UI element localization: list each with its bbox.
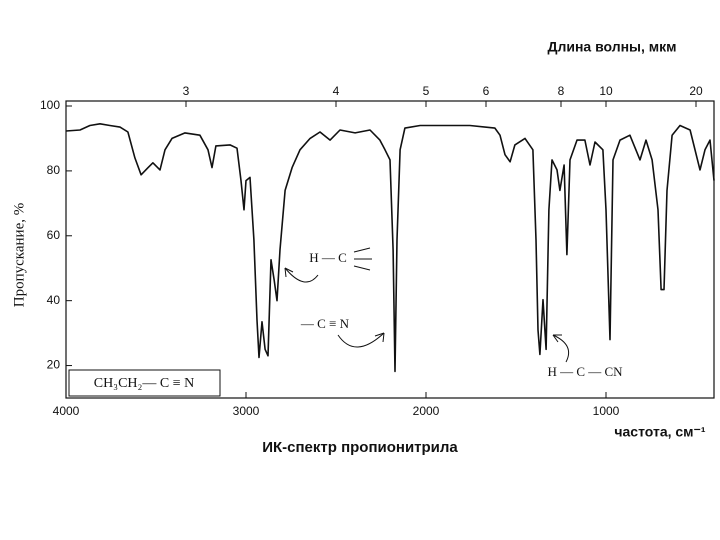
y-axis-label: Пропускание, % [11, 203, 27, 307]
x2-tick-label: 8 [558, 84, 565, 98]
formula-box [68, 369, 221, 397]
y-tick-label: 40 [47, 293, 61, 307]
formula: CH₃CH₂— C ≡ N [94, 376, 195, 391]
bond-lines [353, 247, 372, 271]
x2-tick-label: 6 [483, 84, 490, 98]
y-tick-label: 20 [47, 358, 61, 372]
y-tick-label: 80 [47, 163, 61, 177]
arrow [337, 332, 385, 348]
arrowhead [284, 267, 294, 278]
plot-frame [65, 100, 715, 399]
x-tick-label: 4000 [53, 404, 80, 418]
x2-tick-label: 20 [689, 84, 703, 98]
arrow [284, 267, 319, 283]
spectrum-line [65, 123, 715, 373]
chart-title: ИК-спектр пропионитрила [262, 439, 458, 456]
arrowhead [374, 332, 385, 343]
x-tick-label: 3000 [233, 404, 260, 418]
arrowhead [552, 334, 562, 343]
x2-tick-label: 10 [599, 84, 613, 98]
x2-tick-label: 3 [183, 84, 190, 98]
x2-tick-label: 4 [333, 84, 340, 98]
x2-axis-label: Длина волны, мкм [547, 39, 676, 55]
x2-tick-label: 5 [423, 84, 430, 98]
x-tick-label: 1000 [593, 404, 620, 418]
annotation: H — C [309, 250, 347, 265]
y-tick-label: 100 [40, 98, 60, 112]
annotation: — C ≡ N [300, 316, 350, 331]
annotation: H — C — CN [547, 364, 623, 379]
y-tick-label: 60 [47, 228, 61, 242]
arrow [552, 334, 570, 363]
x-axis-label: частота, см⁻¹ [614, 424, 706, 440]
x-tick-label: 2000 [413, 404, 440, 418]
